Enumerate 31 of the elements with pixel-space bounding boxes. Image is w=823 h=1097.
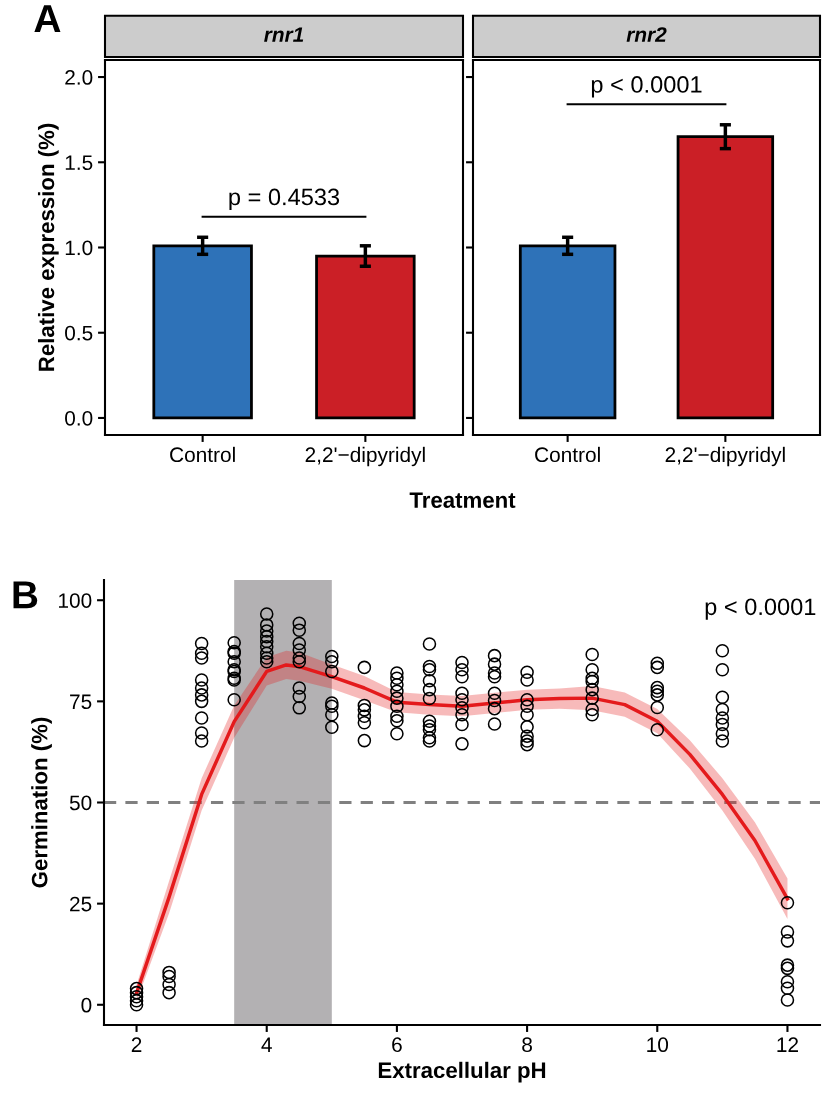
chart-subtitle: rnr1	[264, 27, 304, 42]
y-tick-label: 2.0	[65, 70, 93, 85]
x-axis-title: Treatment	[409, 492, 516, 508]
y-tick-label: 1.0	[65, 240, 93, 256]
annotation: p = 0.4533	[229, 188, 340, 210]
x-tick-label: 6	[392, 1037, 402, 1053]
y-axis-title: Germination (%)	[31, 717, 52, 888]
annotation: p < 0.0001	[591, 76, 702, 98]
y-tick-label: 0	[81, 997, 92, 1013]
x-tick-label: Control	[535, 446, 600, 463]
y-tick-label: 75	[70, 694, 92, 710]
y-tick-label: 100	[59, 593, 92, 608]
y-tick-label: 25	[70, 896, 92, 912]
y-tick-label: 0.0	[65, 410, 93, 426]
x-tick-label: Control	[170, 446, 235, 463]
x-tick-label: 8	[522, 1037, 532, 1053]
y-tick-label: 50	[69, 795, 92, 811]
x-tick-label: 2	[131, 1037, 142, 1052]
x-tick-label: 2,2'−dipyridyl	[305, 446, 425, 467]
y-axis-title: Relative expression (%)	[37, 123, 59, 371]
chart-subtitle: rnr2	[626, 27, 667, 42]
x-tick-label: 4	[261, 1037, 272, 1052]
annotation: p < 0.0001	[705, 598, 816, 620]
chart-title: A	[34, 5, 61, 32]
x-tick-label: 10	[647, 1037, 669, 1053]
x-axis-title: Extracellular pH	[378, 1061, 546, 1083]
x-tick-label: 2,2'−dipyridyl	[665, 446, 785, 467]
x-tick-label: 12	[777, 1037, 798, 1052]
y-tick-label: 0.5	[65, 325, 93, 341]
chart-title: B	[13, 581, 38, 609]
y-tick-label: 1.5	[65, 155, 93, 171]
